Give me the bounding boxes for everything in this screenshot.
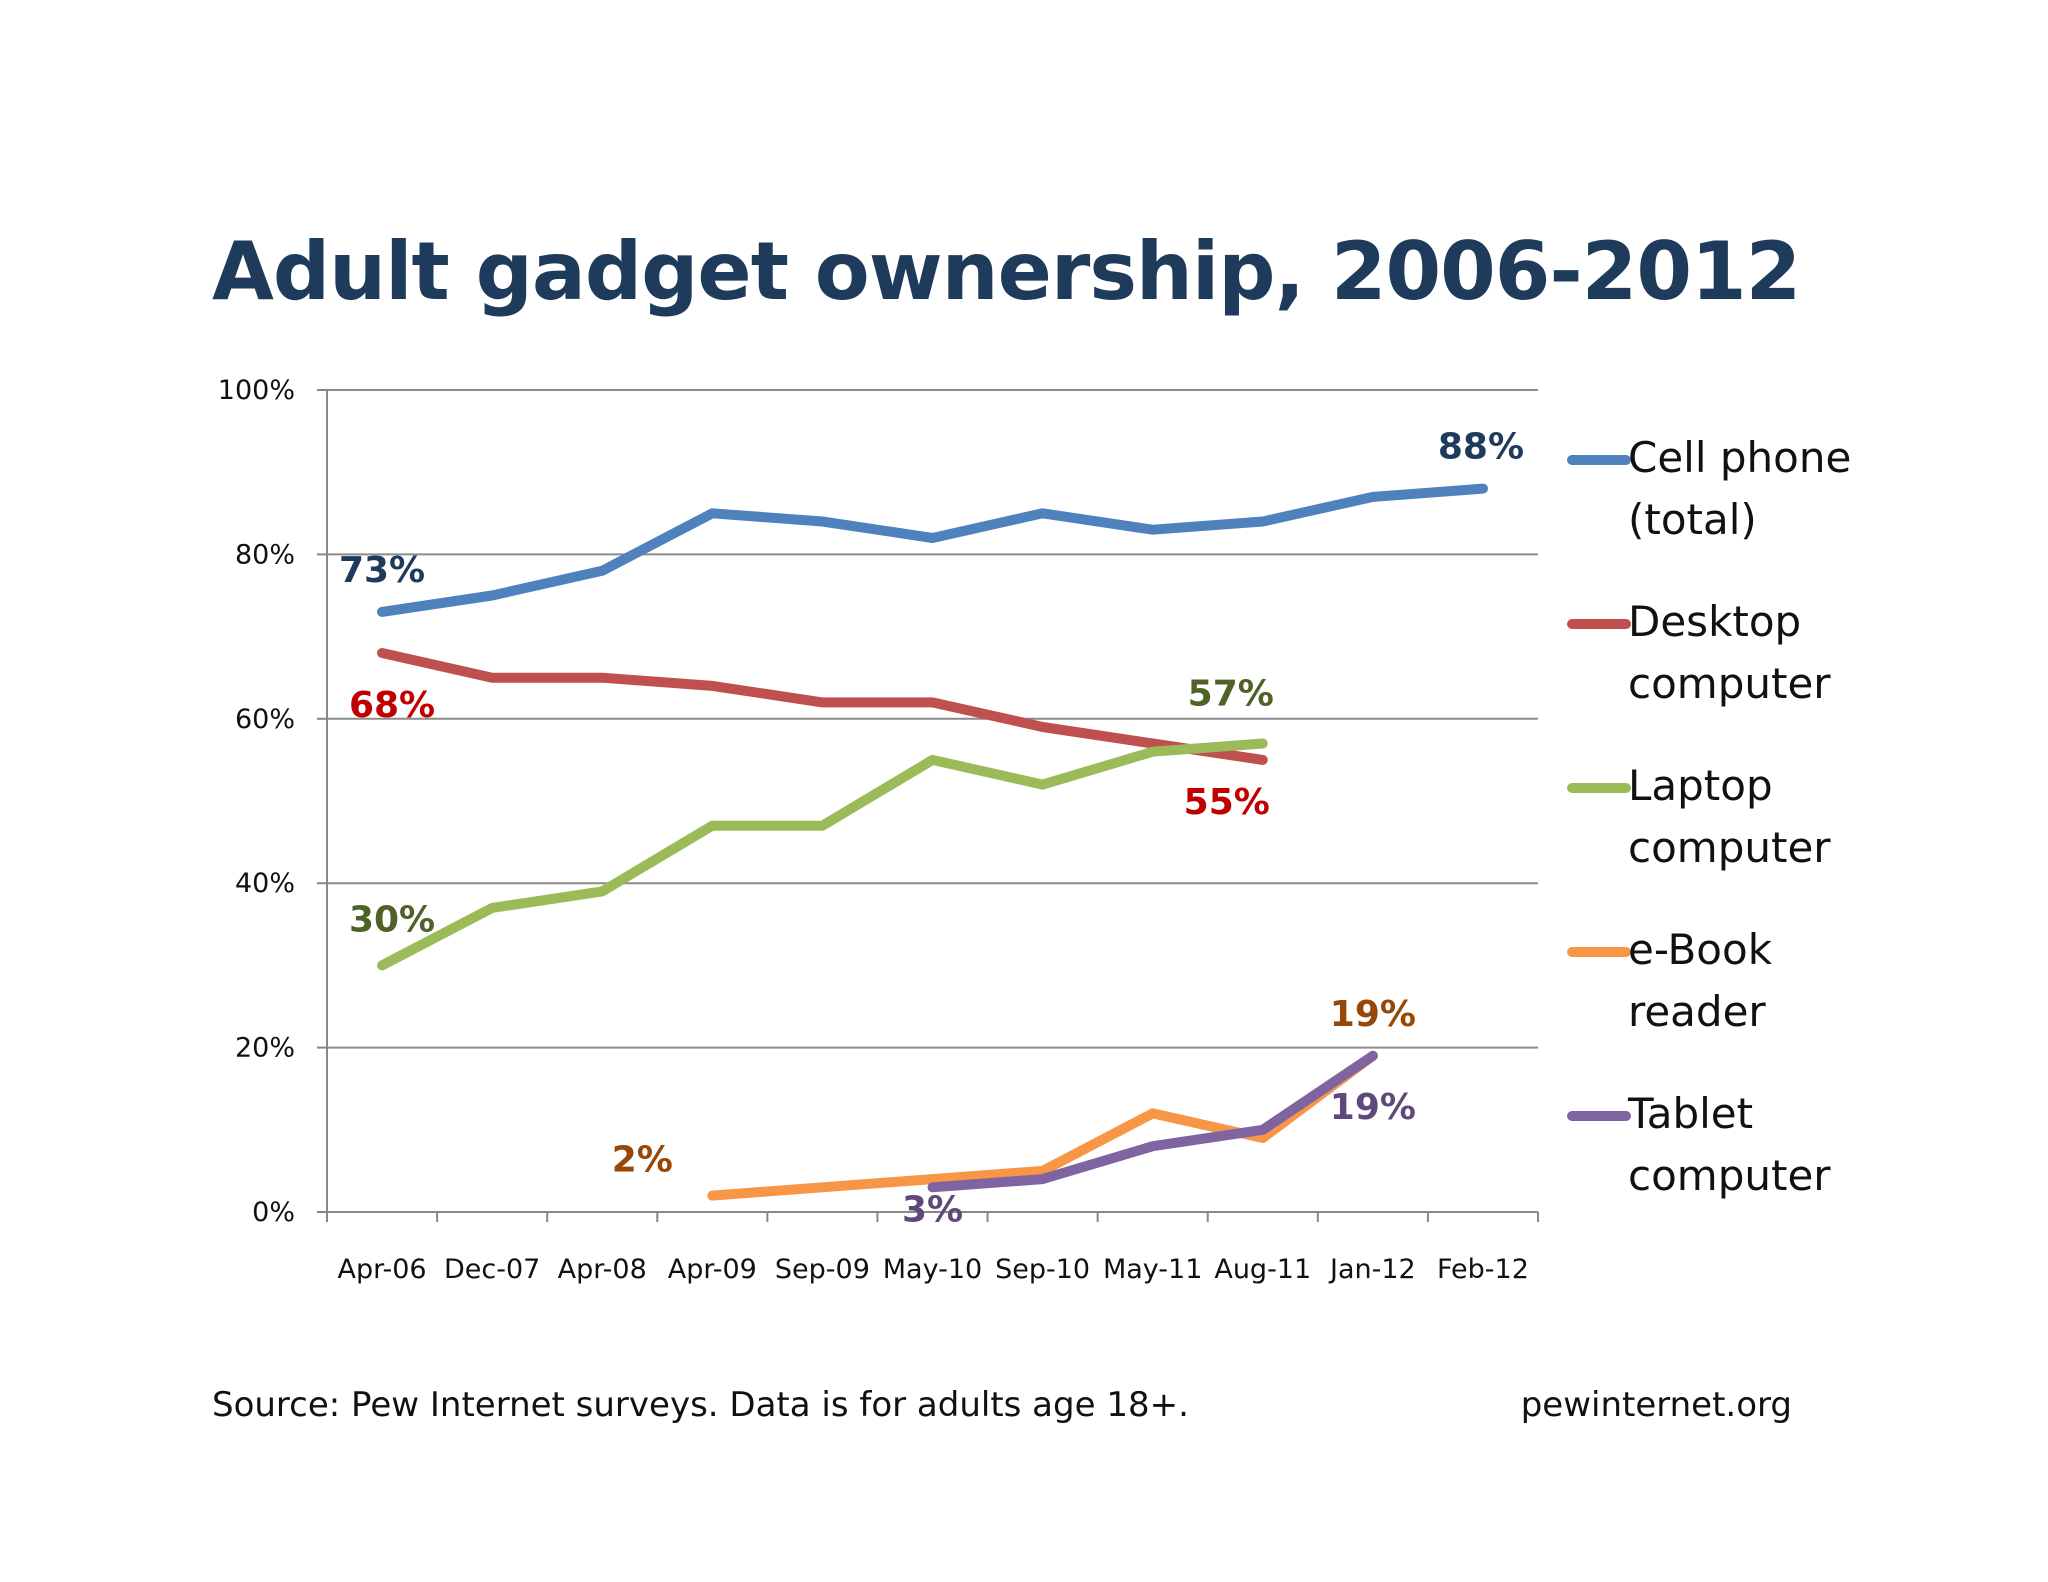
series-line <box>707 1050 1378 1201</box>
x-tick-label: Jan-12 <box>1328 1254 1416 1285</box>
x-tick-label: Apr-06 <box>337 1254 426 1285</box>
legend-label: reader <box>1628 987 1766 1036</box>
series-line <box>377 483 1488 617</box>
data-label: 19% <box>1330 1087 1416 1128</box>
data-labels: 73% 88% 68% 55% 30% 57% 2% 19% 3% 19% <box>339 427 1524 1231</box>
legend-label: Cell phone <box>1628 433 1851 482</box>
legend-label: Tablet <box>1627 1089 1753 1138</box>
data-label: 2% <box>612 1140 673 1181</box>
gridlines <box>317 389 1539 1222</box>
source-note: Source: Pew Internet surveys. Data is fo… <box>212 1385 1189 1425</box>
x-tick-label: Dec-07 <box>444 1254 540 1285</box>
x-tick-label: May-11 <box>1103 1254 1202 1285</box>
legend-label: computer <box>1628 1151 1831 1200</box>
y-tick-label: 20% <box>235 1033 295 1064</box>
data-label: 88% <box>1438 427 1524 468</box>
data-label: 19% <box>1330 994 1416 1035</box>
y-tick-label: 0% <box>252 1197 295 1228</box>
y-tick-label: 100% <box>218 375 295 406</box>
x-tick-labels: Apr-06 Dec-07 Apr-08 Apr-09 Sep-09 May-10 Sep-… <box>337 1254 1528 1285</box>
x-tick-label: Apr-09 <box>668 1254 757 1285</box>
data-label: 3% <box>902 1189 963 1230</box>
data-label: 73% <box>339 550 425 591</box>
data-label: 30% <box>349 899 435 940</box>
legend-label: computer <box>1628 659 1831 708</box>
y-tick-label: 60% <box>235 704 295 735</box>
x-tick-label: Apr-08 <box>558 1254 647 1285</box>
chart-title: Adult gadget ownership, 2006-2012 <box>212 225 1801 318</box>
y-tick-label: 40% <box>235 868 295 899</box>
legend-label: Laptop <box>1628 761 1773 810</box>
data-label: 68% <box>349 685 435 726</box>
series-line <box>377 738 1268 971</box>
x-tick-label: May-10 <box>883 1254 982 1285</box>
y-tick-labels: 0% 20% 40% 60% 80% 100% <box>218 375 295 1228</box>
x-tick-label: Sep-09 <box>775 1254 870 1285</box>
x-tick-label: Aug-11 <box>1214 1254 1311 1285</box>
series-lines <box>377 483 1488 1201</box>
data-label: 57% <box>1188 673 1274 714</box>
axes <box>326 390 1538 1213</box>
x-tick-label: Sep-10 <box>995 1254 1090 1285</box>
legend-label: (total) <box>1628 495 1757 544</box>
legend-label: Desktop <box>1628 597 1801 646</box>
x-tick-label: Feb-12 <box>1437 1254 1529 1285</box>
series-line <box>927 1050 1378 1193</box>
series-line <box>377 648 1268 765</box>
legend-label: e-Book <box>1628 925 1773 974</box>
legend: Cell phone (total) Desktop computer Laptop co… <box>1567 433 1851 1200</box>
y-tick-label: 80% <box>235 539 295 570</box>
data-label: 55% <box>1184 782 1270 823</box>
legend-label: computer <box>1628 823 1831 872</box>
site-url: pewinternet.org <box>1520 1385 1792 1425</box>
